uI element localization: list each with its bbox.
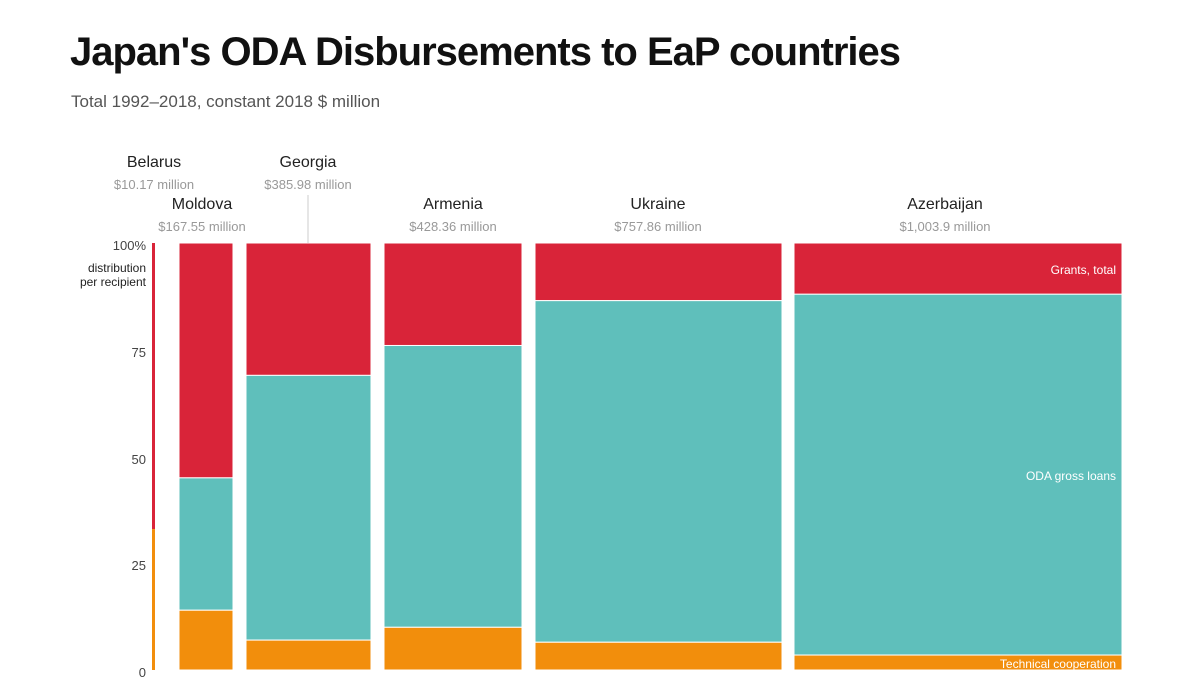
column-belarus: [152, 243, 155, 670]
country-value-georgia: $385.98 million: [264, 177, 351, 192]
y-tick-100: 100%: [113, 238, 147, 253]
bar-azerbaijan-technical: [793, 654, 1123, 671]
country-value-armenia: $428.36 million: [409, 219, 496, 234]
column-armenia: [383, 242, 523, 671]
country-labels: Belarus $10.17 million Moldova $167.55 mill…: [114, 154, 991, 243]
column-georgia: [245, 242, 372, 671]
bar-ukraine-grants: [534, 242, 783, 302]
bar-georgia-technical: [245, 639, 372, 671]
country-value-moldova: $167.55 million: [158, 219, 245, 234]
bar-ukraine-technical: [534, 641, 783, 671]
bar-ukraine-loans: [534, 300, 783, 643]
bar-armenia-grants: [383, 242, 523, 346]
country-name-ukraine: Ukraine: [630, 196, 685, 213]
country-name-belarus: Belarus: [127, 154, 181, 171]
country-name-azerbaijan: Azerbaijan: [907, 196, 983, 213]
chart-title: Japan's ODA Disbursements to EaP countri…: [70, 30, 901, 74]
series-label-grants: Grants, total: [1051, 263, 1116, 277]
country-value-azerbaijan: $1,003.9 million: [899, 219, 990, 234]
y-tick-50: 50: [132, 452, 146, 467]
bar-moldova-technical: [178, 609, 234, 671]
bar-georgia-loans: [245, 374, 372, 641]
y-tick-75: 75: [132, 345, 146, 360]
series-labels: Grants, total ODA gross loans Technical …: [1000, 263, 1116, 671]
chart-bars: [152, 242, 1123, 671]
column-ukraine: [534, 242, 783, 671]
column-moldova: [178, 242, 234, 671]
bar-georgia-grants: [245, 242, 372, 376]
y-axis-label: distribution per recipient: [80, 261, 147, 289]
country-name-moldova: Moldova: [172, 196, 233, 213]
bar-azerbaijan-grants: [793, 242, 1123, 295]
bar-belarus-technical: [152, 529, 155, 670]
bar-azerbaijan-loans: [793, 293, 1123, 656]
country-value-belarus: $10.17 million: [114, 177, 194, 192]
country-name-georgia: Georgia: [280, 154, 337, 171]
y-tick-0: 0: [139, 665, 146, 680]
bar-belarus-grants: [152, 243, 155, 530]
column-azerbaijan: [793, 242, 1123, 671]
country-name-armenia: Armenia: [423, 196, 483, 213]
country-value-ukraine: $757.86 million: [614, 219, 701, 234]
bar-armenia-technical: [383, 626, 523, 671]
y-axis: 100% distribution per recipient 75 50 25 …: [80, 238, 147, 680]
series-label-technical: Technical cooperation: [1000, 657, 1116, 671]
bar-armenia-loans: [383, 344, 523, 628]
bar-moldova-grants: [178, 242, 234, 479]
chart-subtitle: Total 1992–2018, constant 2018 $ million: [71, 92, 381, 111]
bar-moldova-loans: [178, 477, 234, 611]
y-tick-25: 25: [132, 558, 146, 573]
series-label-loans: ODA gross loans: [1026, 469, 1116, 483]
